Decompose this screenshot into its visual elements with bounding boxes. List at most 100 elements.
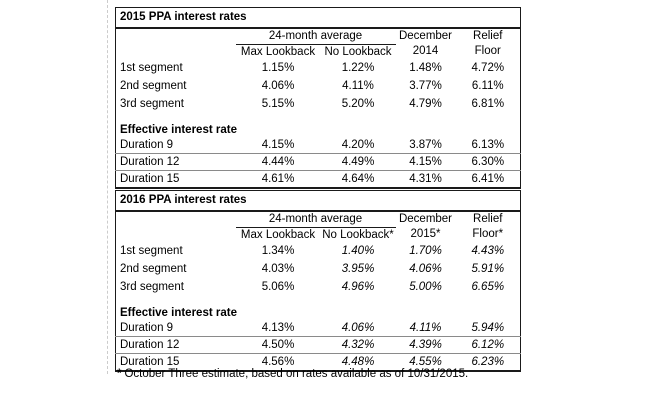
rate-cell-estimated: 6.12% <box>455 336 521 354</box>
rate-cell: 4.79% <box>409 97 442 110</box>
header-row-top: 24-month average December Relief <box>116 211 521 228</box>
table-title-row: 2015 PPA interest rates <box>115 7 521 29</box>
rate-cell: 1.34% <box>261 244 295 257</box>
rate-cell: 1.22% <box>341 61 375 74</box>
row-label: 1st segment <box>120 61 183 74</box>
table-row-1st-segment: 1st segment 1.34% 1.40% 1.70% 4.43% <box>116 242 521 260</box>
footnote-marker: * <box>117 368 122 380</box>
header-spacer-cell <box>116 45 236 60</box>
rate-cell-estimated: 4.55% <box>395 353 456 371</box>
rate-cell: 6.11% <box>471 79 504 92</box>
column-header-december-year: 2015* <box>410 228 441 241</box>
header-row-bottom: Max Lookback No Lookback 2014 Floor <box>116 45 521 60</box>
rate-cell: 4.61% <box>235 170 321 188</box>
rate-cell-estimated: 4.11% <box>409 321 442 334</box>
header-spacer-cell <box>116 228 236 243</box>
rate-cell: 5.15% <box>261 97 295 110</box>
rate-cell: 4.56% <box>235 353 321 371</box>
table-title: 2015 PPA interest rates <box>115 7 521 29</box>
table-row-3rd-segment: 3rd segment 5.15% 5.20% 4.79% 6.81% <box>116 95 521 113</box>
column-header-relief: Relief <box>473 30 503 43</box>
section-header-row: Effective interest rate <box>116 305 521 320</box>
ppa-table-2016: 2016 PPA interest rates 24-month average… <box>115 190 522 372</box>
footnote-text: October Three estimate, based on rates a… <box>124 368 469 380</box>
column-header-relief-floor: Floor <box>474 45 501 58</box>
rate-cell-estimated: 3.95% <box>341 262 375 275</box>
rate-cell: 4.13% <box>261 321 295 334</box>
rate-cell-estimated: 4.43% <box>471 244 505 257</box>
table-row-1st-segment: 1st segment 1.15% 1.22% 1.48% 4.72% <box>116 59 521 77</box>
rate-cell: 3.77% <box>409 79 442 92</box>
row-label: 1st segment <box>120 244 183 257</box>
rate-cell: 4.06% <box>261 79 295 92</box>
column-header-max-lookback: Max Lookback <box>240 228 316 241</box>
section-header: Effective interest rate <box>120 124 237 136</box>
rate-cell: 4.64% <box>320 170 396 188</box>
rate-cell: 6.41% <box>455 170 521 188</box>
rate-cell-estimated: 5.00% <box>409 280 442 293</box>
section-header-row: Effective interest rate <box>116 122 521 137</box>
spacer-row <box>116 296 521 305</box>
row-label: Duration 12 <box>115 336 236 354</box>
row-label: Duration 15 <box>115 353 236 371</box>
column-header-relief: Relief <box>473 213 503 226</box>
rate-cell-estimated: 4.32% <box>320 336 396 354</box>
rate-cell-estimated: 5.91% <box>471 262 505 275</box>
row-label: 2nd segment <box>120 262 187 275</box>
spacer-row <box>116 113 521 122</box>
rate-cell-estimated: 1.40% <box>341 244 375 257</box>
table-row-duration-12: Duration 12 4.44% 4.49% 4.15% 6.30% <box>115 153 521 171</box>
rate-cell: 4.31% <box>395 170 456 188</box>
row-label: Duration 15 <box>115 170 236 188</box>
header-spacer-cell <box>116 211 236 228</box>
column-header-december: December <box>398 30 453 43</box>
rate-cell: 1.48% <box>409 61 442 74</box>
column-header-no-lookback: No Lookback* <box>322 228 394 241</box>
column-header-max-lookback: Max Lookback <box>240 45 316 58</box>
rate-cell: 6.30% <box>455 153 521 171</box>
column-header-december: December <box>398 213 453 226</box>
rate-cell: 1.15% <box>261 61 295 74</box>
table-row-2nd-segment: 2nd segment 4.03% 3.95% 4.06% 5.91% <box>116 260 521 278</box>
table-row-3rd-segment: 3rd segment 5.06% 4.96% 5.00% 6.65% <box>116 278 521 296</box>
column-header-no-lookback: No Lookback <box>324 45 392 58</box>
column-group-header-24-month-average: 24-month average <box>235 211 396 228</box>
rate-cell: 4.72% <box>471 61 505 74</box>
row-label: Duration 12 <box>115 153 236 171</box>
header-row-top: 24-month average December Relief <box>116 28 521 45</box>
rate-cell-estimated: 5.94% <box>471 321 505 334</box>
table-row-duration-12: Duration 12 4.50% 4.32% 4.39% 6.12% <box>115 336 521 354</box>
rate-cell-estimated: 4.48% <box>320 353 396 371</box>
table-row-duration-9: Duration 9 4.13% 4.06% 4.11% 5.94% <box>116 320 521 337</box>
row-label: Duration 9 <box>120 138 174 151</box>
row-label: 2nd segment <box>120 79 187 92</box>
column-header-december-year: 2014 <box>412 45 439 58</box>
rate-cell: 4.20% <box>341 138 375 151</box>
rate-cell-estimated: 4.39% <box>395 336 456 354</box>
table-row-duration-15: Duration 15 4.56% 4.48% 4.55% 6.23% <box>115 353 521 371</box>
rate-cell-estimated: 6.65% <box>471 280 505 293</box>
table-row-duration-9: Duration 9 4.15% 4.20% 3.87% 6.13% <box>116 137 521 154</box>
table-title: 2016 PPA interest rates <box>115 190 521 212</box>
rate-cell: 4.11% <box>342 79 374 92</box>
rate-cell: 5.06% <box>261 280 295 293</box>
rate-cell-estimated: 6.23% <box>455 353 521 371</box>
row-label: 3rd segment <box>120 97 184 110</box>
header-row-bottom: Max Lookback No Lookback* 2015* Floor* <box>116 228 521 243</box>
section-header: Effective interest rate <box>120 307 237 319</box>
table-row-2nd-segment: 2nd segment 4.06% 4.11% 3.77% 6.11% <box>116 77 521 95</box>
rate-cell: 3.87% <box>409 138 442 151</box>
footnote: * October Three estimate, based on rates … <box>117 368 468 380</box>
row-label: 3rd segment <box>120 280 184 293</box>
column-header-relief-floor: Floor* <box>472 228 504 241</box>
rate-cell: 4.03% <box>261 262 295 275</box>
header-spacer-cell <box>116 28 236 45</box>
table-row-duration-15: Duration 15 4.61% 4.64% 4.31% 6.41% <box>115 170 521 188</box>
rate-cell-estimated: 4.96% <box>341 280 375 293</box>
rate-cell: 4.15% <box>261 138 295 151</box>
rate-cell: 4.49% <box>320 153 396 171</box>
rate-cell: 5.20% <box>341 97 375 110</box>
rate-cell: 6.13% <box>471 138 505 151</box>
rate-cell-estimated: 1.70% <box>409 244 442 257</box>
ppa-table-2015: 2015 PPA interest rates 24-month average… <box>115 7 522 189</box>
